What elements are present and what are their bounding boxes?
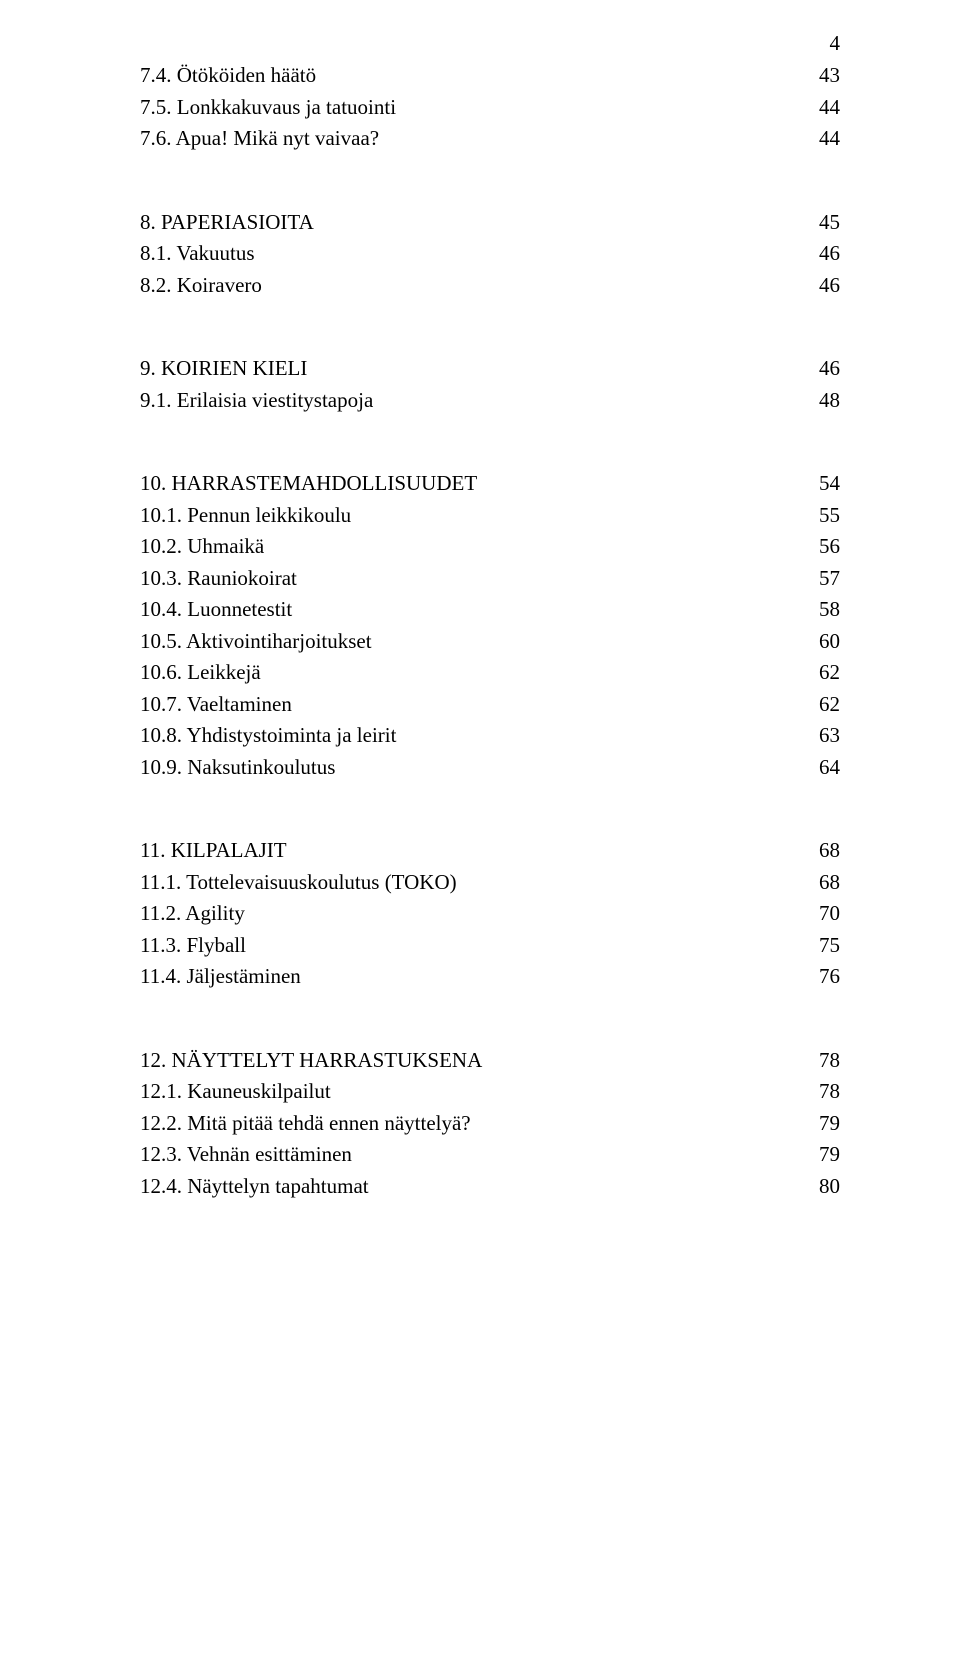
toc-label: 12.4. Näyttelyn tapahtumat: [140, 1171, 780, 1203]
toc-row: 8.2. Koiravero46: [140, 270, 840, 302]
toc-row: 7.5. Lonkkakuvaus ja tatuointi44: [140, 92, 840, 124]
toc-label: 11.1. Tottelevaisuuskoulutus (TOKO): [140, 867, 780, 899]
toc-label: 7.5. Lonkkakuvaus ja tatuointi: [140, 92, 780, 124]
toc-label: 10.8. Yhdistystoiminta ja leirit: [140, 720, 780, 752]
toc-row: 10.5. Aktivointiharjoitukset60: [140, 626, 840, 658]
toc-row: 11. KILPALAJIT68: [140, 835, 840, 867]
toc-page: 46: [780, 238, 840, 270]
toc-page: 80: [780, 1171, 840, 1203]
toc-row: 10.2. Uhmaikä56: [140, 531, 840, 563]
toc-section: 7.4. Ötököiden häätö437.5. Lonkkakuvaus …: [140, 60, 840, 155]
toc-row: 11.2. Agility70: [140, 898, 840, 930]
toc-page: 48: [780, 385, 840, 417]
toc-row: 9.1. Erilaisia viestitystapoja48: [140, 385, 840, 417]
toc-page: 57: [780, 563, 840, 595]
toc-label: 10.5. Aktivointiharjoitukset: [140, 626, 780, 658]
toc-page: 62: [780, 689, 840, 721]
toc-label: 10.1. Pennun leikkikoulu: [140, 500, 780, 532]
toc-page: 68: [780, 835, 840, 867]
toc-section: 10. HARRASTEMAHDOLLISUUDET5410.1. Pennun…: [140, 468, 840, 783]
toc-label: 9. KOIRIEN KIELI: [140, 353, 780, 385]
toc-row: 10.3. Rauniokoirat57: [140, 563, 840, 595]
toc-label: 12.3. Vehnän esittäminen: [140, 1139, 780, 1171]
toc-label: 10.9. Naksutinkoulutus: [140, 752, 780, 784]
toc-page: 62: [780, 657, 840, 689]
toc-label: 7.4. Ötököiden häätö: [140, 60, 780, 92]
toc-row: 10.4. Luonnetestit58: [140, 594, 840, 626]
toc-label: 11.3. Flyball: [140, 930, 780, 962]
toc-row: 10. HARRASTEMAHDOLLISUUDET54: [140, 468, 840, 500]
toc-row: 10.1. Pennun leikkikoulu55: [140, 500, 840, 532]
toc-row: 10.6. Leikkejä62: [140, 657, 840, 689]
toc-label: 7.6. Apua! Mikä nyt vaivaa?: [140, 123, 780, 155]
toc-label: 10.3. Rauniokoirat: [140, 563, 780, 595]
toc-row: 11.3. Flyball75: [140, 930, 840, 962]
toc-page: 56: [780, 531, 840, 563]
toc-page: 58: [780, 594, 840, 626]
toc-page: 54: [780, 468, 840, 500]
toc-label: 11.4. Jäljestäminen: [140, 961, 780, 993]
toc-page: 75: [780, 930, 840, 962]
toc-label: 10.4. Luonnetestit: [140, 594, 780, 626]
toc-label: 12. NÄYTTELYT HARRASTUKSENA: [140, 1045, 780, 1077]
toc-row: 11.4. Jäljestäminen76: [140, 961, 840, 993]
toc-page: 44: [780, 92, 840, 124]
toc-row: 12.3. Vehnän esittäminen79: [140, 1139, 840, 1171]
toc-section: 11. KILPALAJIT6811.1. Tottelevaisuuskoul…: [140, 835, 840, 993]
table-of-contents: 7.4. Ötököiden häätö437.5. Lonkkakuvaus …: [140, 60, 840, 1202]
toc-page: 68: [780, 867, 840, 899]
toc-page: 76: [780, 961, 840, 993]
toc-label: 8.1. Vakuutus: [140, 238, 780, 270]
toc-page: 46: [780, 270, 840, 302]
toc-row: 9. KOIRIEN KIELI46: [140, 353, 840, 385]
toc-row: 11.1. Tottelevaisuuskoulutus (TOKO)68: [140, 867, 840, 899]
toc-page: 45: [780, 207, 840, 239]
toc-row: 10.7. Vaeltaminen62: [140, 689, 840, 721]
toc-label: 11.2. Agility: [140, 898, 780, 930]
toc-label: 10. HARRASTEMAHDOLLISUUDET: [140, 468, 780, 500]
toc-page: 46: [780, 353, 840, 385]
toc-row: 12.1. Kauneuskilpailut78: [140, 1076, 840, 1108]
toc-label: 8.2. Koiravero: [140, 270, 780, 302]
toc-page: 79: [780, 1139, 840, 1171]
toc-row: 12.2. Mitä pitää tehdä ennen näyttelyä?7…: [140, 1108, 840, 1140]
toc-row: 10.8. Yhdistystoiminta ja leirit63: [140, 720, 840, 752]
toc-label: 12.1. Kauneuskilpailut: [140, 1076, 780, 1108]
toc-row: 8.1. Vakuutus46: [140, 238, 840, 270]
toc-label: 11. KILPALAJIT: [140, 835, 780, 867]
toc-page: 64: [780, 752, 840, 784]
toc-page: 55: [780, 500, 840, 532]
toc-row: 12. NÄYTTELYT HARRASTUKSENA78: [140, 1045, 840, 1077]
toc-row: 7.6. Apua! Mikä nyt vaivaa?44: [140, 123, 840, 155]
toc-label: 9.1. Erilaisia viestitystapoja: [140, 385, 780, 417]
toc-page: 43: [780, 60, 840, 92]
toc-row: 12.4. Näyttelyn tapahtumat80: [140, 1171, 840, 1203]
toc-label: 10.7. Vaeltaminen: [140, 689, 780, 721]
toc-section: 8. PAPERIASIOITA458.1. Vakuutus468.2. Ko…: [140, 207, 840, 302]
toc-page: 63: [780, 720, 840, 752]
toc-page: 44: [780, 123, 840, 155]
toc-page: 78: [780, 1076, 840, 1108]
toc-label: 10.6. Leikkejä: [140, 657, 780, 689]
toc-row: 8. PAPERIASIOITA45: [140, 207, 840, 239]
toc-section: 12. NÄYTTELYT HARRASTUKSENA7812.1. Kaune…: [140, 1045, 840, 1203]
toc-page: 60: [780, 626, 840, 658]
toc-label: 12.2. Mitä pitää tehdä ennen näyttelyä?: [140, 1108, 780, 1140]
toc-section: 9. KOIRIEN KIELI469.1. Erilaisia viestit…: [140, 353, 840, 416]
toc-row: 7.4. Ötököiden häätö43: [140, 60, 840, 92]
page-number: 4: [830, 28, 841, 60]
toc-page: 78: [780, 1045, 840, 1077]
toc-label: 8. PAPERIASIOITA: [140, 207, 780, 239]
toc-page: 79: [780, 1108, 840, 1140]
page: 4 7.4. Ötököiden häätö437.5. Lonkkakuvau…: [0, 0, 960, 1671]
toc-row: 10.9. Naksutinkoulutus64: [140, 752, 840, 784]
toc-label: 10.2. Uhmaikä: [140, 531, 780, 563]
toc-page: 70: [780, 898, 840, 930]
